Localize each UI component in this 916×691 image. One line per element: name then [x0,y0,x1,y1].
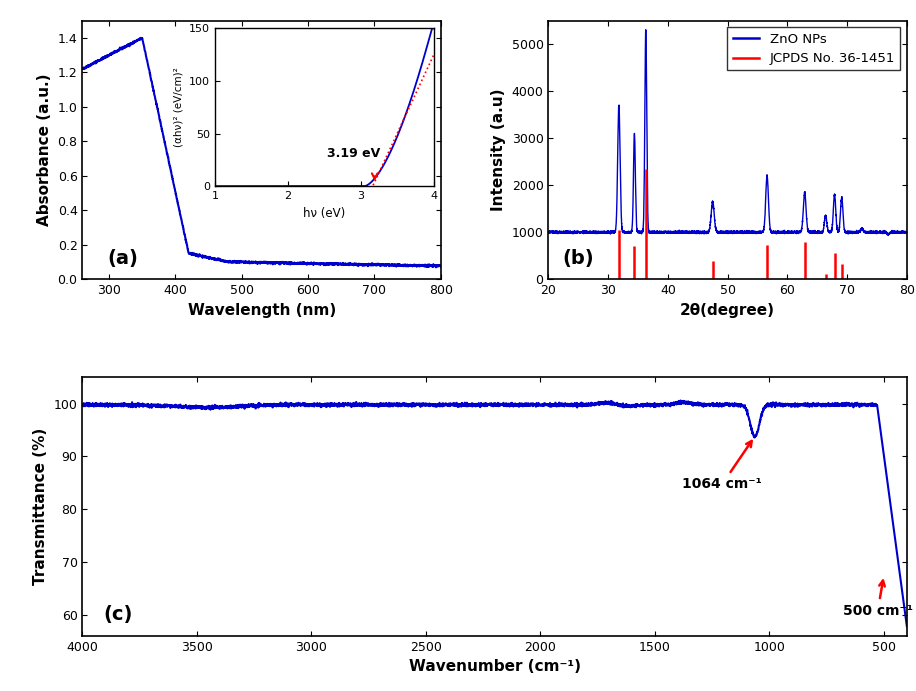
Text: 500 cm⁻¹: 500 cm⁻¹ [843,580,912,618]
Text: 1064 cm⁻¹: 1064 cm⁻¹ [682,441,762,491]
Y-axis label: Transmittance (%): Transmittance (%) [33,428,49,585]
X-axis label: 2θ(degree): 2θ(degree) [680,303,775,318]
Text: (c): (c) [103,605,133,624]
Text: (a): (a) [107,249,138,267]
Text: (b): (b) [562,249,594,267]
X-axis label: Wavenumber (cm⁻¹): Wavenumber (cm⁻¹) [409,659,581,674]
X-axis label: Wavelength (nm): Wavelength (nm) [188,303,336,318]
Y-axis label: Absorbance (a.u.): Absorbance (a.u.) [37,74,52,226]
Y-axis label: Intensity (a.u): Intensity (a.u) [491,88,506,211]
Legend: ZnO NPs, JCPDS No. 36-1451: ZnO NPs, JCPDS No. 36-1451 [727,28,900,70]
